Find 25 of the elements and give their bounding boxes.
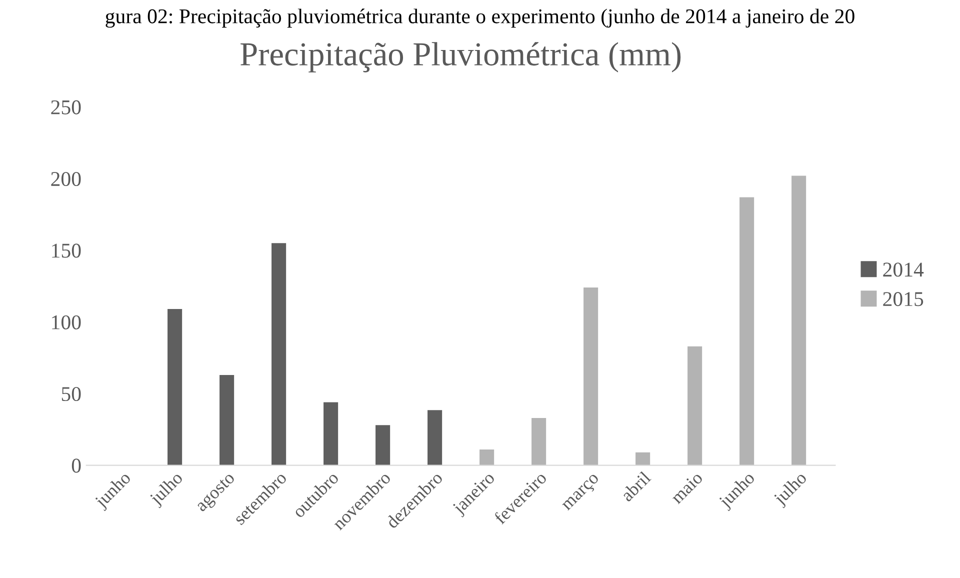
bar — [376, 425, 390, 466]
y-tick-label: 0 — [72, 458, 81, 473]
bar — [584, 288, 598, 466]
x-tick-label: abril — [620, 470, 652, 502]
y-tick-label: 150 — [52, 244, 81, 258]
bar — [532, 418, 546, 466]
bar — [220, 374, 234, 466]
bar — [324, 402, 338, 466]
bar — [428, 410, 442, 466]
text: gura 02: Precipitação pluviométrica durante o experimento (junho de 2014 a janeiro de 20 — [106, 8, 854, 28]
chart-title: Precipitação Pluviométrica (mm) — [240, 42, 681, 72]
legend-label: 2015 — [883, 292, 924, 306]
bar — [168, 309, 182, 466]
legend-label: 2014 — [883, 262, 924, 277]
y-tick-label: 50 — [62, 386, 81, 402]
bar — [272, 243, 286, 466]
bar — [792, 176, 806, 466]
y-tick-label: 200 — [51, 172, 81, 186]
bar — [636, 452, 650, 466]
x-tick-label: maio — [670, 471, 704, 504]
y-tick-label: 250 — [51, 100, 81, 114]
y-tick-label: 100 — [52, 315, 81, 330]
bar — [688, 346, 702, 466]
bar — [480, 450, 494, 466]
bar — [740, 197, 754, 466]
